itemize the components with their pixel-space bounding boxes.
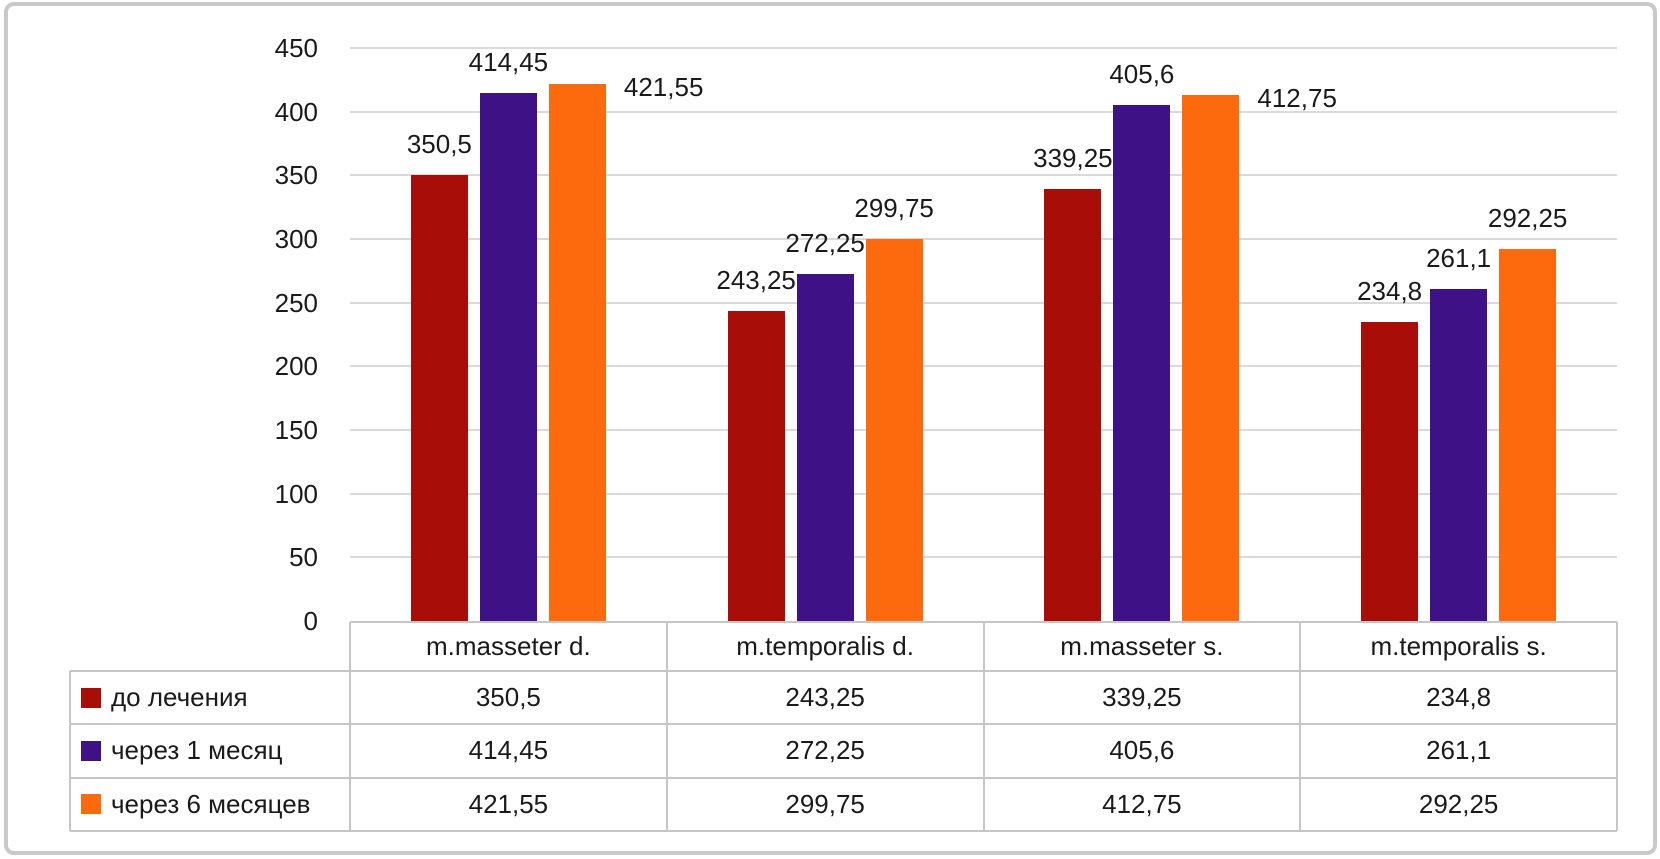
table-cell-s1-c2: 405,6 [1109, 735, 1175, 766]
legend-label: до лечения [111, 682, 248, 713]
legend-color-swatch [81, 794, 101, 815]
bar-s1-c1 [796, 274, 854, 621]
table-border-line [665, 622, 668, 831]
bar-s1-c3 [1430, 288, 1488, 621]
table-cell-s1-c0: 414,45 [468, 735, 549, 766]
y-axis-tick-label: 450 [274, 33, 318, 63]
bar-s0-c1 [727, 311, 785, 621]
table-border-line [1299, 622, 1302, 831]
bar-label-s1-c3: 261,1 [1426, 242, 1492, 273]
legend-item-s2: через 6 месяцев [70, 778, 350, 831]
bar-label-s2-c3: 292,25 [1487, 202, 1568, 233]
gridline [350, 365, 1617, 368]
bar-label-s2-c2: 412,75 [1257, 83, 1337, 114]
bar-s1-c0 [479, 93, 537, 621]
bar-label-s0-c2: 339,25 [1033, 143, 1113, 174]
gridline [350, 238, 1617, 240]
table-cell-s0-c2: 339,25 [1102, 682, 1182, 713]
y-axis-tick-label: 200 [274, 351, 318, 382]
table-cell-s0-c0: 350,5 [475, 682, 541, 713]
y-axis-tick-label: 100 [274, 478, 318, 509]
table-cell-s1-c1: 272,25 [785, 735, 865, 766]
table-border-line [1616, 622, 1618, 831]
legend-label: через 1 месяц [111, 735, 283, 766]
gridline [350, 174, 1617, 177]
gridline [350, 429, 1617, 431]
table-cell-s2-c3: 292,25 [1418, 788, 1499, 819]
bar-s0-c0 [410, 174, 468, 621]
table-cell-s2-c1: 299,75 [785, 788, 865, 819]
bar-label-s0-c1: 243,25 [716, 265, 796, 296]
bar-s0-c2 [1044, 189, 1102, 621]
bar-label-s1-c1: 272,25 [785, 228, 865, 259]
table-cell-s2-c0: 421,55 [468, 788, 549, 819]
legend-label: через 6 месяцев [111, 788, 311, 819]
table-cell-s0-c3: 234,8 [1426, 682, 1492, 713]
gridline [350, 556, 1617, 559]
y-axis-tick-label: 400 [274, 96, 318, 127]
gridline [350, 110, 1617, 113]
y-axis-tick-label: 150 [274, 415, 318, 445]
bar-s0-c3 [1361, 322, 1419, 621]
bar-label-s1-c2: 405,6 [1109, 58, 1175, 89]
legend-item-s1: через 1 месяц [70, 724, 350, 777]
table-header-c3: m.temporalis s. [1370, 631, 1547, 661]
table-header-c1: m.temporalis d. [736, 631, 914, 661]
y-axis-tick-label: 0 [303, 606, 318, 636]
table-cell-s2-c2: 412,75 [1102, 788, 1182, 819]
table-border-line [69, 671, 71, 831]
gridline [350, 47, 1617, 49]
table-header-c0: m.masseter d. [426, 631, 591, 661]
bar-s1-c2 [1113, 104, 1171, 621]
bar-s2-c1 [865, 239, 923, 621]
legend-color-swatch [81, 687, 101, 708]
legend-color-swatch [81, 740, 101, 761]
bar-label-s2-c1: 299,75 [854, 193, 934, 224]
table-border-line [70, 776, 1617, 779]
bar-s2-c0 [548, 84, 606, 621]
legend-item-s0: до лечения [70, 671, 350, 724]
table-cell-s0-c1: 243,25 [785, 682, 865, 713]
table-cell-s1-c3: 261,1 [1426, 735, 1492, 766]
y-axis-tick-label: 250 [274, 287, 318, 318]
bar-s2-c3 [1499, 248, 1557, 621]
bar-label-s1-c0: 414,45 [468, 47, 549, 78]
table-border-line [70, 723, 1617, 726]
gridline [350, 492, 1617, 495]
table-border-line [70, 830, 1617, 832]
table-border-line [982, 622, 985, 831]
table-border-line [349, 622, 351, 831]
bar-label-s2-c0: 421,55 [623, 72, 704, 103]
y-axis-tick-label: 50 [289, 542, 318, 573]
y-axis-tick-label: 300 [274, 224, 318, 254]
table-header-c2: m.masseter s. [1060, 631, 1224, 661]
bar-s2-c2 [1182, 95, 1240, 621]
table-border-line [70, 670, 1617, 672]
y-axis-tick-label: 350 [274, 160, 318, 191]
bar-label-s0-c0: 350,5 [406, 128, 472, 159]
gridline [350, 301, 1617, 304]
bar-label-s0-c3: 234,8 [1357, 276, 1423, 307]
